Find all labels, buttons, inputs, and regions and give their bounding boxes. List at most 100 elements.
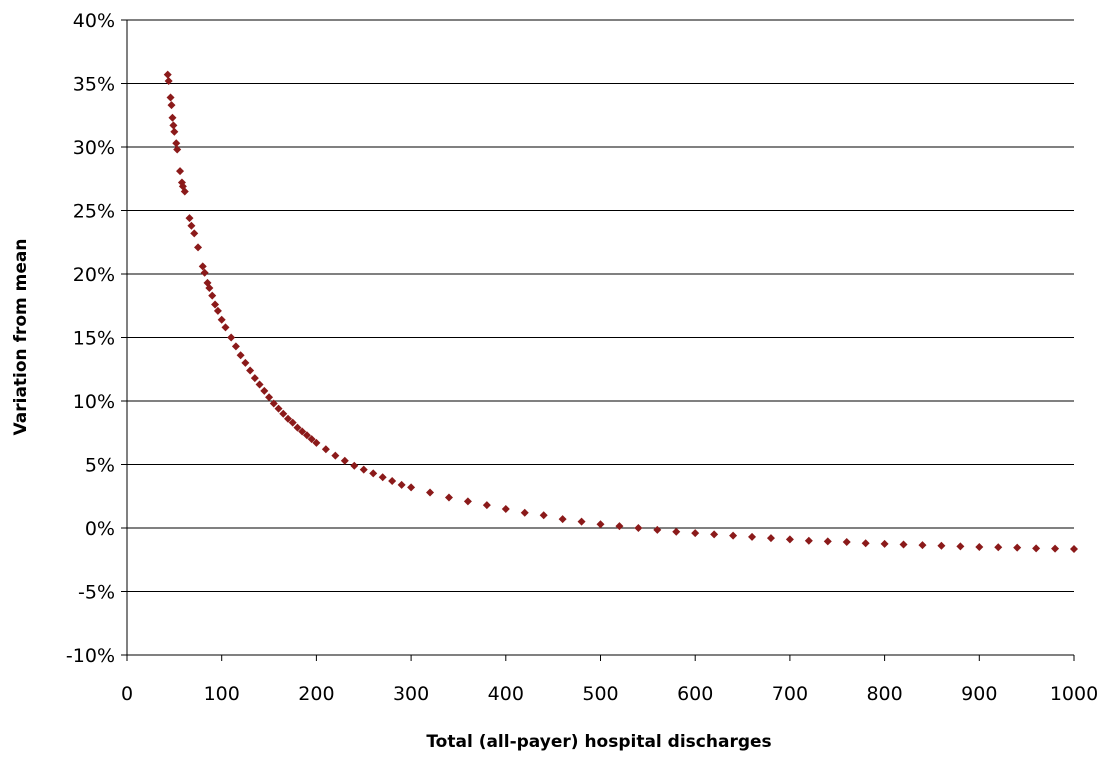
x-tick-label: 1000 xyxy=(1050,683,1098,705)
data-point xyxy=(200,268,209,277)
data-point xyxy=(198,262,207,271)
data-point xyxy=(298,427,307,436)
data-point xyxy=(205,283,214,292)
data-point xyxy=(520,508,529,517)
data-point xyxy=(397,480,406,489)
data-point xyxy=(208,291,217,300)
data-point xyxy=(482,501,491,510)
data-point xyxy=(176,167,185,176)
data-point xyxy=(729,531,738,540)
x-tick-label: 800 xyxy=(866,683,902,705)
data-points xyxy=(163,70,1078,553)
data-point xyxy=(350,461,359,470)
y-tick-label: -10% xyxy=(66,645,115,667)
x-tick-label: 400 xyxy=(488,683,524,705)
data-point xyxy=(766,534,775,543)
data-point xyxy=(288,418,297,427)
data-point xyxy=(231,342,240,351)
y-tick-label: -5% xyxy=(78,582,115,604)
data-point xyxy=(185,214,194,223)
x-tick-label: 900 xyxy=(961,683,997,705)
data-point xyxy=(426,488,435,497)
y-tick-label: 25% xyxy=(73,201,115,223)
data-point xyxy=(307,435,316,444)
data-point xyxy=(190,229,199,238)
gridlines xyxy=(127,19,1074,592)
y-tick-label: 15% xyxy=(73,328,115,350)
data-point xyxy=(187,221,196,230)
data-point xyxy=(1013,543,1022,552)
data-point xyxy=(194,243,203,252)
x-axis-title: Total (all-payer) hospital discharges xyxy=(426,732,771,752)
data-point xyxy=(293,423,302,432)
data-point xyxy=(180,187,189,196)
data-point xyxy=(269,399,278,408)
data-point xyxy=(577,517,586,526)
data-point xyxy=(407,483,416,492)
data-point xyxy=(369,469,378,478)
data-point xyxy=(217,315,226,324)
data-point xyxy=(167,101,176,110)
data-point xyxy=(274,404,283,413)
x-tick-label: 300 xyxy=(393,683,429,705)
y-tick-label: 5% xyxy=(85,455,115,477)
data-point xyxy=(236,351,245,360)
data-point xyxy=(804,536,813,545)
data-point xyxy=(302,431,311,440)
data-point xyxy=(163,70,172,79)
data-point xyxy=(975,543,984,552)
data-point xyxy=(388,477,397,486)
y-tick-label: 30% xyxy=(73,137,115,159)
data-point xyxy=(340,456,349,465)
data-point xyxy=(164,76,173,85)
x-tick-labels: 0 100 200 300 400 500 600 700 800 900 1000 xyxy=(121,683,1098,705)
data-point xyxy=(173,145,182,154)
data-point xyxy=(501,504,510,513)
data-point xyxy=(861,539,870,548)
data-point xyxy=(994,543,1003,552)
data-point xyxy=(634,524,643,532)
data-point xyxy=(937,541,946,550)
data-point xyxy=(1070,544,1078,553)
data-point xyxy=(615,522,624,531)
data-point xyxy=(823,537,832,546)
data-point xyxy=(227,333,236,342)
x-tick-label: 0 xyxy=(121,683,133,705)
data-point xyxy=(596,520,605,529)
data-point xyxy=(918,541,927,550)
data-point xyxy=(241,358,250,367)
y-tick-label: 10% xyxy=(73,391,115,413)
data-point xyxy=(170,127,179,136)
data-point xyxy=(463,497,472,506)
data-point xyxy=(213,306,222,315)
data-point xyxy=(710,530,719,539)
data-point xyxy=(842,537,851,546)
data-point xyxy=(169,121,178,130)
data-point xyxy=(312,438,321,447)
data-point xyxy=(691,529,700,538)
data-point xyxy=(899,540,908,549)
data-point xyxy=(255,380,264,389)
data-point xyxy=(221,323,230,332)
data-point xyxy=(748,532,757,541)
y-axis-title: Variation from mean xyxy=(11,239,31,436)
data-point xyxy=(166,93,175,102)
data-point xyxy=(283,414,292,423)
data-point xyxy=(260,386,269,395)
x-tick-label: 100 xyxy=(204,683,240,705)
data-point xyxy=(279,409,288,418)
data-point xyxy=(558,515,567,524)
data-point xyxy=(321,445,330,454)
x-tick-label: 700 xyxy=(772,683,808,705)
data-point xyxy=(880,539,889,548)
x-tick-label: 600 xyxy=(677,683,713,705)
y-tick-label: 35% xyxy=(73,74,115,96)
data-point xyxy=(359,465,368,474)
data-point xyxy=(1032,544,1041,553)
data-point xyxy=(539,511,548,520)
x-tick-label: 200 xyxy=(298,683,334,705)
y-tick-label: 20% xyxy=(73,264,115,286)
y-tick-label: 40% xyxy=(73,10,115,32)
data-point xyxy=(331,451,340,460)
data-point xyxy=(653,525,662,534)
